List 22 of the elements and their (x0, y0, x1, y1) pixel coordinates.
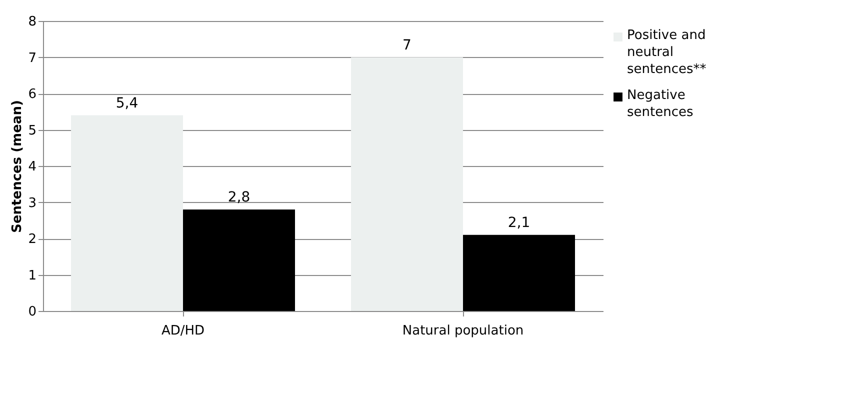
data-label: 2,8 (228, 190, 250, 206)
bar (463, 234, 575, 311)
y-tick-label: 1 (28, 268, 36, 284)
data-label: 2,1 (508, 214, 530, 231)
bar (183, 210, 295, 311)
y-tick-label: 7 (28, 50, 36, 66)
y-tick-label: 2 (28, 232, 36, 247)
y-tick-label: 6 (28, 87, 36, 102)
y-tick-label: 3 (28, 196, 36, 211)
y-tick-label: 0 (28, 304, 36, 320)
y-tick-label: 4 (28, 160, 36, 174)
bar (71, 115, 183, 311)
data-label: 7 (402, 37, 412, 54)
y-tick-label: 5 (28, 123, 36, 138)
data-label: 5,4 (116, 95, 138, 112)
x-tick-label: Natural population (402, 324, 524, 338)
legend-label: Positive and neutral sentences** (627, 28, 707, 77)
bar (351, 57, 463, 311)
x-tick-label: AD/HD (161, 324, 205, 338)
legend-label: Negative sentences (627, 88, 694, 120)
y-tick-label: 8 (28, 14, 36, 30)
y-axis-title: Sentences (mean) (10, 100, 26, 233)
